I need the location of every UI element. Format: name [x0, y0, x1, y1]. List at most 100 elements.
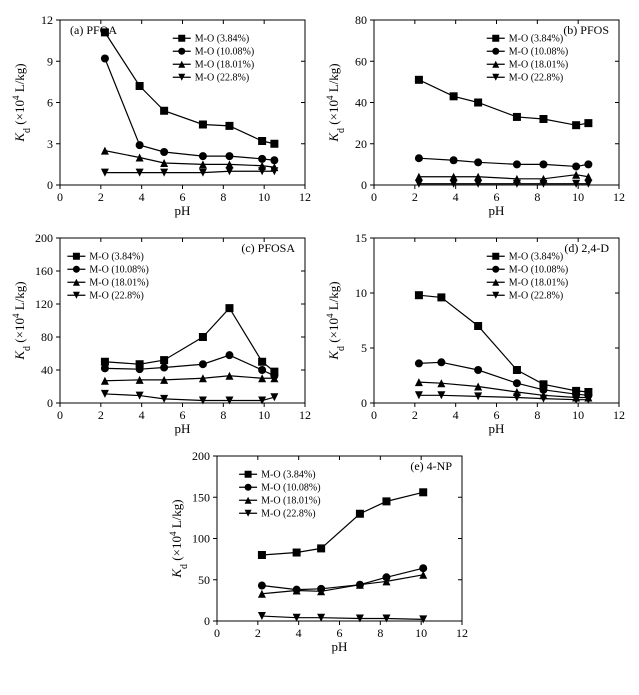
y-axis-label: Kd (×104 L/kg) [325, 281, 347, 360]
legend-label-1: M-O (10.08%) [508, 264, 567, 275]
svg-text:8: 8 [534, 190, 540, 204]
svg-text:0: 0 [57, 190, 63, 204]
svg-text:0: 0 [214, 626, 220, 640]
svg-text:0: 0 [361, 178, 367, 192]
legend-label-0: M-O (3.84%) [508, 251, 562, 262]
svg-text:100: 100 [192, 532, 210, 546]
svg-text:8: 8 [220, 408, 226, 422]
series-line-3 [105, 171, 274, 172]
svg-text:0: 0 [371, 190, 377, 204]
series-line-1 [105, 355, 274, 376]
svg-text:150: 150 [192, 490, 210, 504]
series-line-0 [105, 308, 274, 372]
legend-label-0: M-O (3.84%) [89, 251, 143, 262]
svg-text:2: 2 [255, 626, 261, 640]
svg-text:4: 4 [452, 408, 458, 422]
panel-tag: (d) 2,4-D [564, 241, 609, 255]
svg-text:10: 10 [415, 626, 427, 640]
svg-text:4: 4 [296, 626, 302, 640]
svg-text:6: 6 [493, 190, 499, 204]
series-line-2 [418, 175, 587, 179]
legend-label-0: M-O (3.84%) [195, 33, 249, 44]
svg-text:2: 2 [411, 190, 417, 204]
panel-tag: (a) PFOA [70, 23, 117, 37]
y-axis-label: Kd (×104 L/kg) [11, 281, 33, 360]
legend-label-0: M-O (3.84%) [261, 469, 315, 480]
svg-text:160: 160 [35, 264, 53, 278]
y-axis-label: Kd (×104 L/kg) [325, 63, 347, 142]
svg-text:12: 12 [41, 13, 53, 27]
series-line-2 [262, 575, 423, 594]
svg-text:6: 6 [47, 96, 53, 110]
svg-text:10: 10 [258, 190, 270, 204]
svg-text:3: 3 [47, 137, 53, 151]
svg-text:8: 8 [220, 190, 226, 204]
svg-text:12: 12 [456, 626, 468, 640]
panel-tag: (c) PFOSA [241, 241, 295, 255]
svg-text:0: 0 [47, 178, 53, 192]
legend-label-2: M-O (18.01%) [89, 277, 148, 288]
x-axis-label: pH [488, 203, 504, 218]
svg-text:2: 2 [98, 408, 104, 422]
legend-label-2: M-O (18.01%) [508, 277, 567, 288]
svg-text:10: 10 [258, 408, 270, 422]
svg-text:2: 2 [98, 190, 104, 204]
svg-text:8: 8 [377, 626, 383, 640]
svg-text:0: 0 [204, 614, 210, 628]
series-line-3 [418, 395, 587, 399]
svg-text:5: 5 [361, 341, 367, 355]
legend-label-3: M-O (22.8%) [261, 508, 315, 519]
svg-text:0: 0 [57, 408, 63, 422]
svg-text:0: 0 [361, 396, 367, 410]
svg-text:9: 9 [47, 54, 53, 68]
x-axis-label: pH [175, 203, 191, 218]
svg-text:12: 12 [613, 408, 625, 422]
series-line-2 [105, 151, 274, 168]
svg-text:Kd (×104 L/kg): Kd (×104 L/kg) [168, 499, 190, 578]
series-line-3 [105, 394, 274, 401]
legend-label-3: M-O (22.8%) [508, 290, 562, 301]
svg-text:50: 50 [198, 573, 210, 587]
svg-text:0: 0 [47, 396, 53, 410]
svg-text:40: 40 [355, 96, 367, 110]
legend-label-3: M-O (22.8%) [508, 72, 562, 83]
svg-text:4: 4 [139, 190, 145, 204]
chart-panel-e: 024681012050100150200pH Kd (×104 L/kg) (… [167, 446, 472, 656]
svg-text:10: 10 [355, 286, 367, 300]
svg-text:60: 60 [355, 54, 367, 68]
svg-text:10: 10 [572, 408, 584, 422]
series-line-1 [418, 158, 587, 166]
x-axis-label: pH [332, 639, 348, 654]
panel-tag: (e) 4-NP [410, 459, 452, 473]
chart-panel-c: 02468101204080120160200pH Kd (×104 L/kg)… [10, 228, 316, 438]
legend-label-2: M-O (18.01%) [508, 59, 567, 70]
x-axis-label: pH [175, 421, 191, 436]
chart-panel-a: 024681012036912pH Kd (×104 L/kg) (a) PFO… [10, 10, 316, 220]
legend-label-3: M-O (22.8%) [89, 290, 143, 301]
y-axis-label: Kd (×104 L/kg) [168, 499, 190, 578]
legend-label-0: M-O (3.84%) [508, 33, 562, 44]
svg-text:2: 2 [411, 408, 417, 422]
y-axis-label: Kd (×104 L/kg) [11, 63, 33, 142]
chart-panel-b: 024681012020406080pH Kd (×104 L/kg) (b) … [324, 10, 630, 220]
series-line-0 [418, 80, 587, 125]
svg-text:Kd (×104 L/kg): Kd (×104 L/kg) [11, 63, 33, 142]
svg-text:4: 4 [139, 408, 145, 422]
svg-text:12: 12 [299, 190, 311, 204]
series-line-0 [418, 295, 587, 392]
svg-text:6: 6 [180, 408, 186, 422]
panel-tag: (b) PFOS [563, 23, 609, 37]
legend-label-1: M-O (10.08%) [508, 46, 567, 57]
svg-text:4: 4 [452, 190, 458, 204]
svg-text:Kd (×104 L/kg): Kd (×104 L/kg) [325, 281, 347, 360]
svg-text:0: 0 [371, 408, 377, 422]
series-line-3 [262, 616, 423, 619]
svg-text:8: 8 [534, 408, 540, 422]
legend-label-1: M-O (10.08%) [89, 264, 148, 275]
svg-text:6: 6 [337, 626, 343, 640]
svg-text:80: 80 [355, 13, 367, 27]
svg-text:Kd (×104 L/kg): Kd (×104 L/kg) [325, 63, 347, 142]
svg-text:6: 6 [493, 408, 499, 422]
svg-text:12: 12 [613, 190, 625, 204]
legend-label-2: M-O (18.01%) [195, 59, 254, 70]
